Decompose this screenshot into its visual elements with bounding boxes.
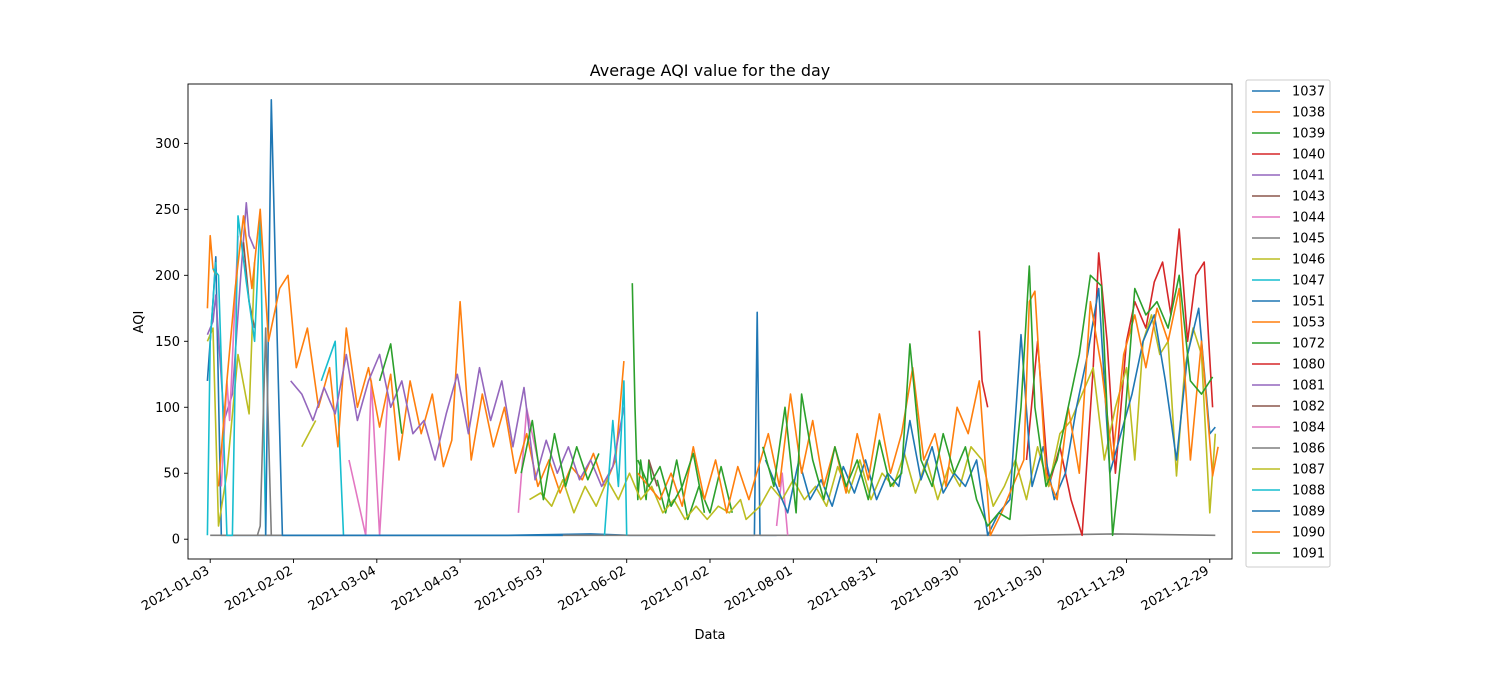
- legend-label-1086: 1086: [1292, 442, 1325, 457]
- legend-label-1090: 1090: [1292, 526, 1325, 541]
- x-tick-label-2021-04-03: 2021-04-03: [389, 563, 462, 614]
- series-line-1091-seg-0: [378, 343, 403, 434]
- chart-title: Average AQI value for the day: [590, 61, 831, 80]
- legend-label-1045: 1045: [1292, 232, 1325, 247]
- x-tick-label-2021-10-30: 2021-10-30: [972, 563, 1045, 614]
- legend-label-1043: 1043: [1292, 190, 1325, 205]
- legend-label-1081: 1081: [1292, 379, 1325, 394]
- series-line-1051-seg-0: [264, 99, 563, 537]
- series-line-1091-seg-3: [762, 265, 1214, 537]
- x-tick-label-2021-08-01: 2021-08-01: [722, 563, 795, 614]
- series-line-1081-seg-0: [290, 353, 625, 488]
- x-tick-label-2021-11-29: 2021-11-29: [1056, 563, 1129, 614]
- series-line-1088-seg-1: [603, 380, 628, 536]
- legend-label-1039: 1039: [1292, 127, 1325, 142]
- legend-label-1080: 1080: [1292, 358, 1325, 373]
- x-tick-label-2021-12-29: 2021-12-29: [1139, 563, 1212, 614]
- legend-label-1051: 1051: [1292, 295, 1325, 310]
- y-tick-label-200: 200: [155, 269, 180, 284]
- x-tick-label-2021-02-02: 2021-02-02: [223, 563, 296, 614]
- x-axis: 2021-01-03 2021-02-02 2021-03-04 2021-04-03…: [139, 559, 1212, 614]
- legend-label-1082: 1082: [1292, 400, 1325, 415]
- series-line-1080-seg-0: [1025, 228, 1214, 537]
- series-line-1046-seg-1: [301, 420, 317, 448]
- y-tick-label-250: 250: [155, 203, 180, 218]
- legend-label-1044: 1044: [1292, 211, 1325, 226]
- series-line-1086-seg-0: [256, 327, 273, 536]
- series-line-1053-seg-0: [217, 208, 625, 494]
- x-tick-label-2021-09-30: 2021-09-30: [889, 563, 962, 614]
- series-layer: [206, 99, 1219, 537]
- legend-label-1041: 1041: [1292, 169, 1325, 184]
- series-line-1047-seg-0: [212, 215, 267, 537]
- series-line-1090-seg-0: [637, 287, 1219, 537]
- y-tick-label-150: 150: [155, 335, 180, 350]
- legend-label-1072: 1072: [1292, 337, 1325, 352]
- y-tick-label-50: 50: [163, 467, 180, 482]
- y-tick-label-0: 0: [172, 533, 180, 548]
- legend-label-1047: 1047: [1292, 274, 1325, 289]
- legend-label-1037: 1037: [1292, 85, 1325, 100]
- legend-label-1084: 1084: [1292, 421, 1325, 436]
- series-line-1041-seg-0: [206, 202, 256, 422]
- series-line-1047-seg-1: [320, 340, 345, 536]
- legend: 1037 1038 1039 1040 1041 1043 1044 1045 1046 1047…: [1245, 79, 1331, 568]
- series-line-1091-seg-2: [637, 452, 706, 513]
- x-tick-label-2021-06-02: 2021-06-02: [556, 563, 629, 614]
- plot-background: [188, 84, 1232, 559]
- legend-label-1091: 1091: [1292, 547, 1325, 562]
- legend-label-1053: 1053: [1292, 316, 1325, 331]
- legend-label-1038: 1038: [1292, 106, 1325, 121]
- x-tick-label-2021-03-04: 2021-03-04: [306, 563, 379, 614]
- y-axis: 0 50 100 150 200 250 300: [155, 137, 188, 548]
- x-tick-label-2021-05-03: 2021-05-03: [472, 563, 545, 614]
- x-tick-label-2021-07-02: 2021-07-02: [639, 563, 712, 614]
- series-line-1046-seg-0: [206, 262, 256, 527]
- series-line-1084-seg-0: [775, 472, 789, 536]
- series-line-1082-seg-0: [648, 459, 658, 487]
- legend-label-1088: 1088: [1292, 484, 1325, 499]
- y-axis-title: AQI: [132, 311, 147, 334]
- x-axis-title: Data: [694, 628, 725, 643]
- y-tick-label-100: 100: [155, 401, 180, 416]
- series-line-1091-seg-1: [520, 419, 600, 501]
- legend-label-1087: 1087: [1292, 463, 1325, 478]
- x-tick-label-2021-01-03: 2021-01-03: [139, 563, 212, 614]
- legend-label-1040: 1040: [1292, 148, 1325, 163]
- x-tick-label-2021-08-31: 2021-08-31: [806, 563, 879, 614]
- legend-label-1089: 1089: [1292, 505, 1325, 520]
- y-tick-label-300: 300: [155, 137, 180, 152]
- legend-box: [1245, 79, 1331, 568]
- series-line-1040-seg-0: [978, 330, 989, 408]
- legend-label-1046: 1046: [1292, 253, 1325, 268]
- series-line-1088-seg-0: [206, 262, 217, 536]
